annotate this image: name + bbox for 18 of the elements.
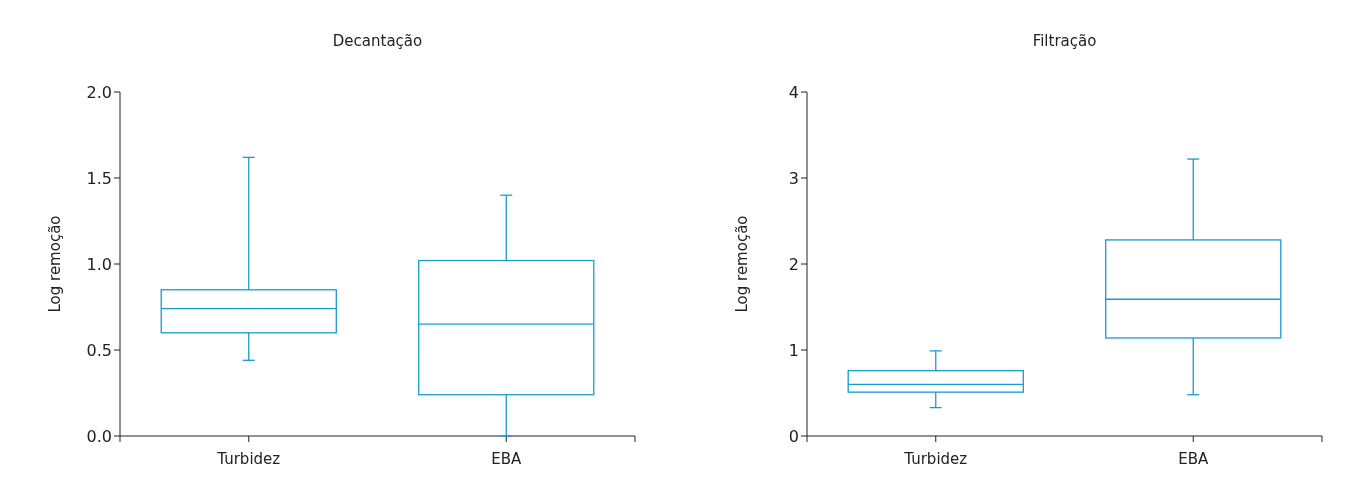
y-tick-label: 1.5 [86, 168, 112, 188]
y-tick-label: 1.0 [86, 254, 112, 274]
y-tick-label: 2.0 [86, 82, 112, 102]
x-tick-label: EBA [1178, 450, 1209, 468]
chart-title: Filtração [1032, 32, 1097, 50]
x-tick-label: EBA [491, 450, 522, 468]
y-tick-label: 1 [788, 340, 799, 360]
y-axis-title: Log remoção [46, 215, 64, 313]
y-tick-label: 0 [788, 426, 799, 446]
y-tick-label: 2 [788, 254, 799, 274]
y-tick-label: 0.5 [86, 340, 112, 360]
y-tick-label: 0.0 [86, 426, 112, 446]
chart-title: Decantação [332, 32, 423, 50]
y-tick-label: 4 [788, 82, 799, 102]
x-tick-label: Turbidez [216, 450, 281, 468]
y-axis-title: Log remoção [733, 215, 751, 313]
x-tick-label: Turbidez [903, 450, 968, 468]
y-tick-label: 3 [788, 168, 799, 188]
